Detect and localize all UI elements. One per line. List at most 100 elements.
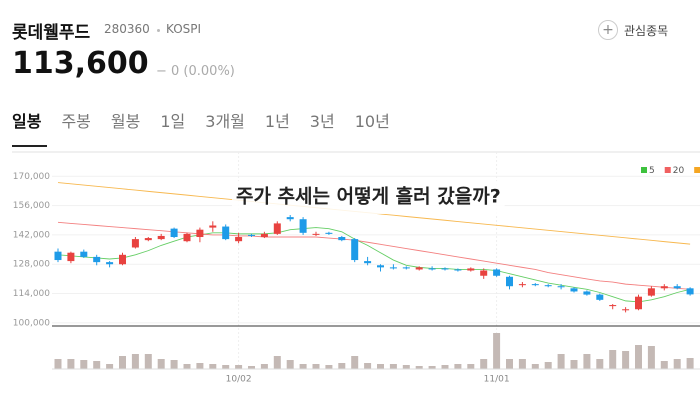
plot-area: [52, 152, 700, 369]
candle-body: [338, 237, 346, 241]
volume-bar: [647, 346, 655, 369]
period-tab[interactable]: 3개월: [205, 112, 245, 131]
period-tabs: 일봉 주봉 월봉 1일 3개월 1년 3년 10년: [12, 108, 410, 132]
volume-bar: [686, 358, 694, 369]
volume-bar: [273, 356, 281, 369]
volume-bar: [312, 364, 320, 369]
candle-body: [299, 219, 307, 233]
volume-bar: [531, 364, 539, 369]
candle-body: [67, 252, 75, 262]
tab-underline: [12, 145, 47, 147]
candle-body: [570, 288, 578, 292]
candle-body: [144, 238, 152, 241]
candle-body: [54, 251, 62, 261]
watch-button[interactable]: + 관심종목: [598, 19, 668, 41]
annotation: 주가 추세는 어떻게 흘러 갔을까?: [236, 185, 501, 208]
volume-bar: [402, 365, 410, 369]
volume-bar: [93, 361, 101, 369]
volume-bar: [54, 359, 62, 369]
candle-body: [480, 270, 488, 276]
moving-average-line: [57, 227, 691, 303]
candle-body: [377, 265, 384, 268]
candle-body: [544, 285, 552, 287]
period-tab[interactable]: 1년: [264, 112, 290, 131]
candle-body: [325, 232, 333, 234]
volume-bar: [570, 360, 578, 369]
annotation-background: [232, 181, 505, 214]
period-tab[interactable]: 일봉: [12, 112, 42, 131]
legend-label: 20: [673, 166, 685, 176]
price: 113,600: [12, 46, 149, 81]
volume-bar: [377, 364, 384, 369]
volume-bar: [67, 359, 75, 369]
period-tab[interactable]: 월봉: [110, 112, 141, 131]
period-tab[interactable]: 3년: [309, 112, 335, 131]
volume-bar: [286, 360, 294, 369]
volume-bar: [299, 364, 307, 369]
legend-label: 5: [649, 166, 655, 176]
legend-swatch: [694, 167, 700, 173]
volume-bar: [325, 365, 333, 369]
volume-bar: [183, 364, 191, 369]
candle-body: [402, 267, 410, 269]
period-tab[interactable]: 10년: [354, 112, 390, 131]
y-tick-label: 156,000: [13, 201, 50, 211]
y-tick-label: 114,000: [13, 289, 50, 299]
volume-bar: [480, 359, 488, 369]
volume-bar: [235, 365, 243, 369]
candle-body: [441, 268, 449, 270]
candle-body: [170, 228, 178, 238]
volume-bar: [660, 361, 668, 369]
volume-bar: [467, 364, 475, 369]
volume-bar: [196, 363, 204, 369]
volume-bar: [635, 345, 642, 369]
volume-bar: [622, 351, 630, 369]
volume-bar: [222, 365, 230, 369]
candle-body: [454, 269, 462, 271]
candle-body: [286, 217, 294, 220]
volume-bar: [454, 364, 462, 369]
candle-body: [196, 229, 204, 238]
candle-body: [364, 261, 372, 264]
candle-body: [609, 305, 617, 307]
candle-body: [235, 237, 243, 242]
candle-body: [531, 284, 539, 286]
candle-body: [622, 309, 630, 311]
candle-body: [635, 296, 642, 310]
candle-body: [248, 234, 255, 236]
volume-bar: [428, 366, 436, 369]
candle-body: [183, 233, 191, 242]
stock-code: 280360: [104, 22, 150, 36]
separator-dot: [157, 29, 160, 32]
period-tab[interactable]: 1일: [160, 112, 186, 131]
candle-body: [557, 286, 565, 288]
y-tick-label: 170,000: [13, 172, 50, 182]
candle-body: [312, 233, 320, 235]
candle-body: [506, 276, 513, 287]
volume-bar: [583, 354, 591, 369]
candle-body: [415, 267, 423, 270]
moving-average-line: [57, 221, 691, 290]
volume-bar: [209, 364, 217, 369]
candle-body: [209, 225, 217, 228]
candle-body: [467, 268, 475, 271]
volume-bar: [131, 354, 139, 369]
candle-body: [583, 291, 591, 295]
volume-bar: [170, 360, 178, 369]
plus-icon: +: [598, 20, 618, 40]
volume-bar: [144, 354, 152, 369]
period-tab[interactable]: 주봉: [61, 112, 91, 131]
legend-swatch: [664, 167, 671, 173]
volume-bar: [557, 354, 565, 369]
volume-bar: [673, 359, 681, 369]
volume-bar: [260, 364, 268, 369]
candle-body: [596, 294, 604, 300]
x-tick-label: 10/02: [226, 375, 252, 385]
candle-body: [106, 262, 114, 265]
candle-body: [351, 239, 359, 261]
candle-body: [273, 223, 281, 234]
volume-bar: [493, 333, 501, 369]
watch-label: 관심종목: [624, 23, 669, 38]
candle-body: [428, 268, 436, 270]
